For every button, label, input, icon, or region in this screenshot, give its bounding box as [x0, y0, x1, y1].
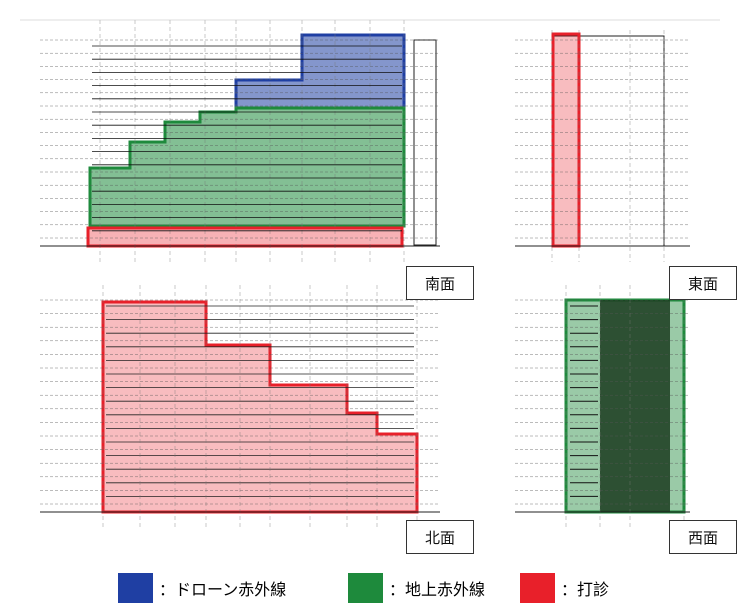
east-elevation: [551, 32, 665, 248]
legend-text-drone: ：ドローン赤外線: [159, 580, 287, 599]
drawing-detail-lines: [20, 19, 720, 528]
legend-item-drone: ：ドローン赤外線: [118, 572, 286, 604]
south-stair-tower: [413, 39, 437, 246]
label-east: 東面: [669, 266, 737, 300]
legend-item-ground: ：地上赤外線: [348, 572, 485, 604]
label-south: 南面: [406, 266, 474, 300]
label-west: 西面: [669, 520, 737, 554]
legend: ：ドローン赤外線 ：地上赤外線 ：打診: [0, 566, 750, 610]
label-north: 北面: [406, 520, 474, 554]
legend-text-ground: ：地上赤外線: [389, 580, 486, 599]
west-elevation: [564, 298, 686, 514]
south-elevation: [86, 33, 437, 248]
legend-item-tap: ：打診: [520, 572, 609, 604]
legend-swatch-tap: [520, 573, 555, 603]
elevation-drawings: [20, 19, 720, 528]
east-tap-area: [551, 32, 581, 248]
legend-swatch-drone: [118, 573, 153, 603]
legend-swatch-ground: [348, 573, 383, 603]
south-ground-ir-area: [88, 106, 406, 228]
west-dark-facade: [600, 300, 670, 512]
legend-text-tap: ：打診: [561, 580, 610, 599]
